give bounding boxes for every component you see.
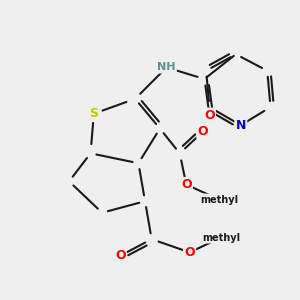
Text: O: O <box>184 246 195 259</box>
Text: N: N <box>236 119 246 132</box>
Text: O: O <box>115 249 126 262</box>
Text: S: S <box>89 107 98 120</box>
Text: O: O <box>181 178 192 191</box>
Text: O: O <box>204 109 215 122</box>
Text: methyl: methyl <box>200 194 238 205</box>
Text: O: O <box>197 125 208 138</box>
Text: NH: NH <box>157 62 176 72</box>
Text: methyl: methyl <box>202 232 240 242</box>
